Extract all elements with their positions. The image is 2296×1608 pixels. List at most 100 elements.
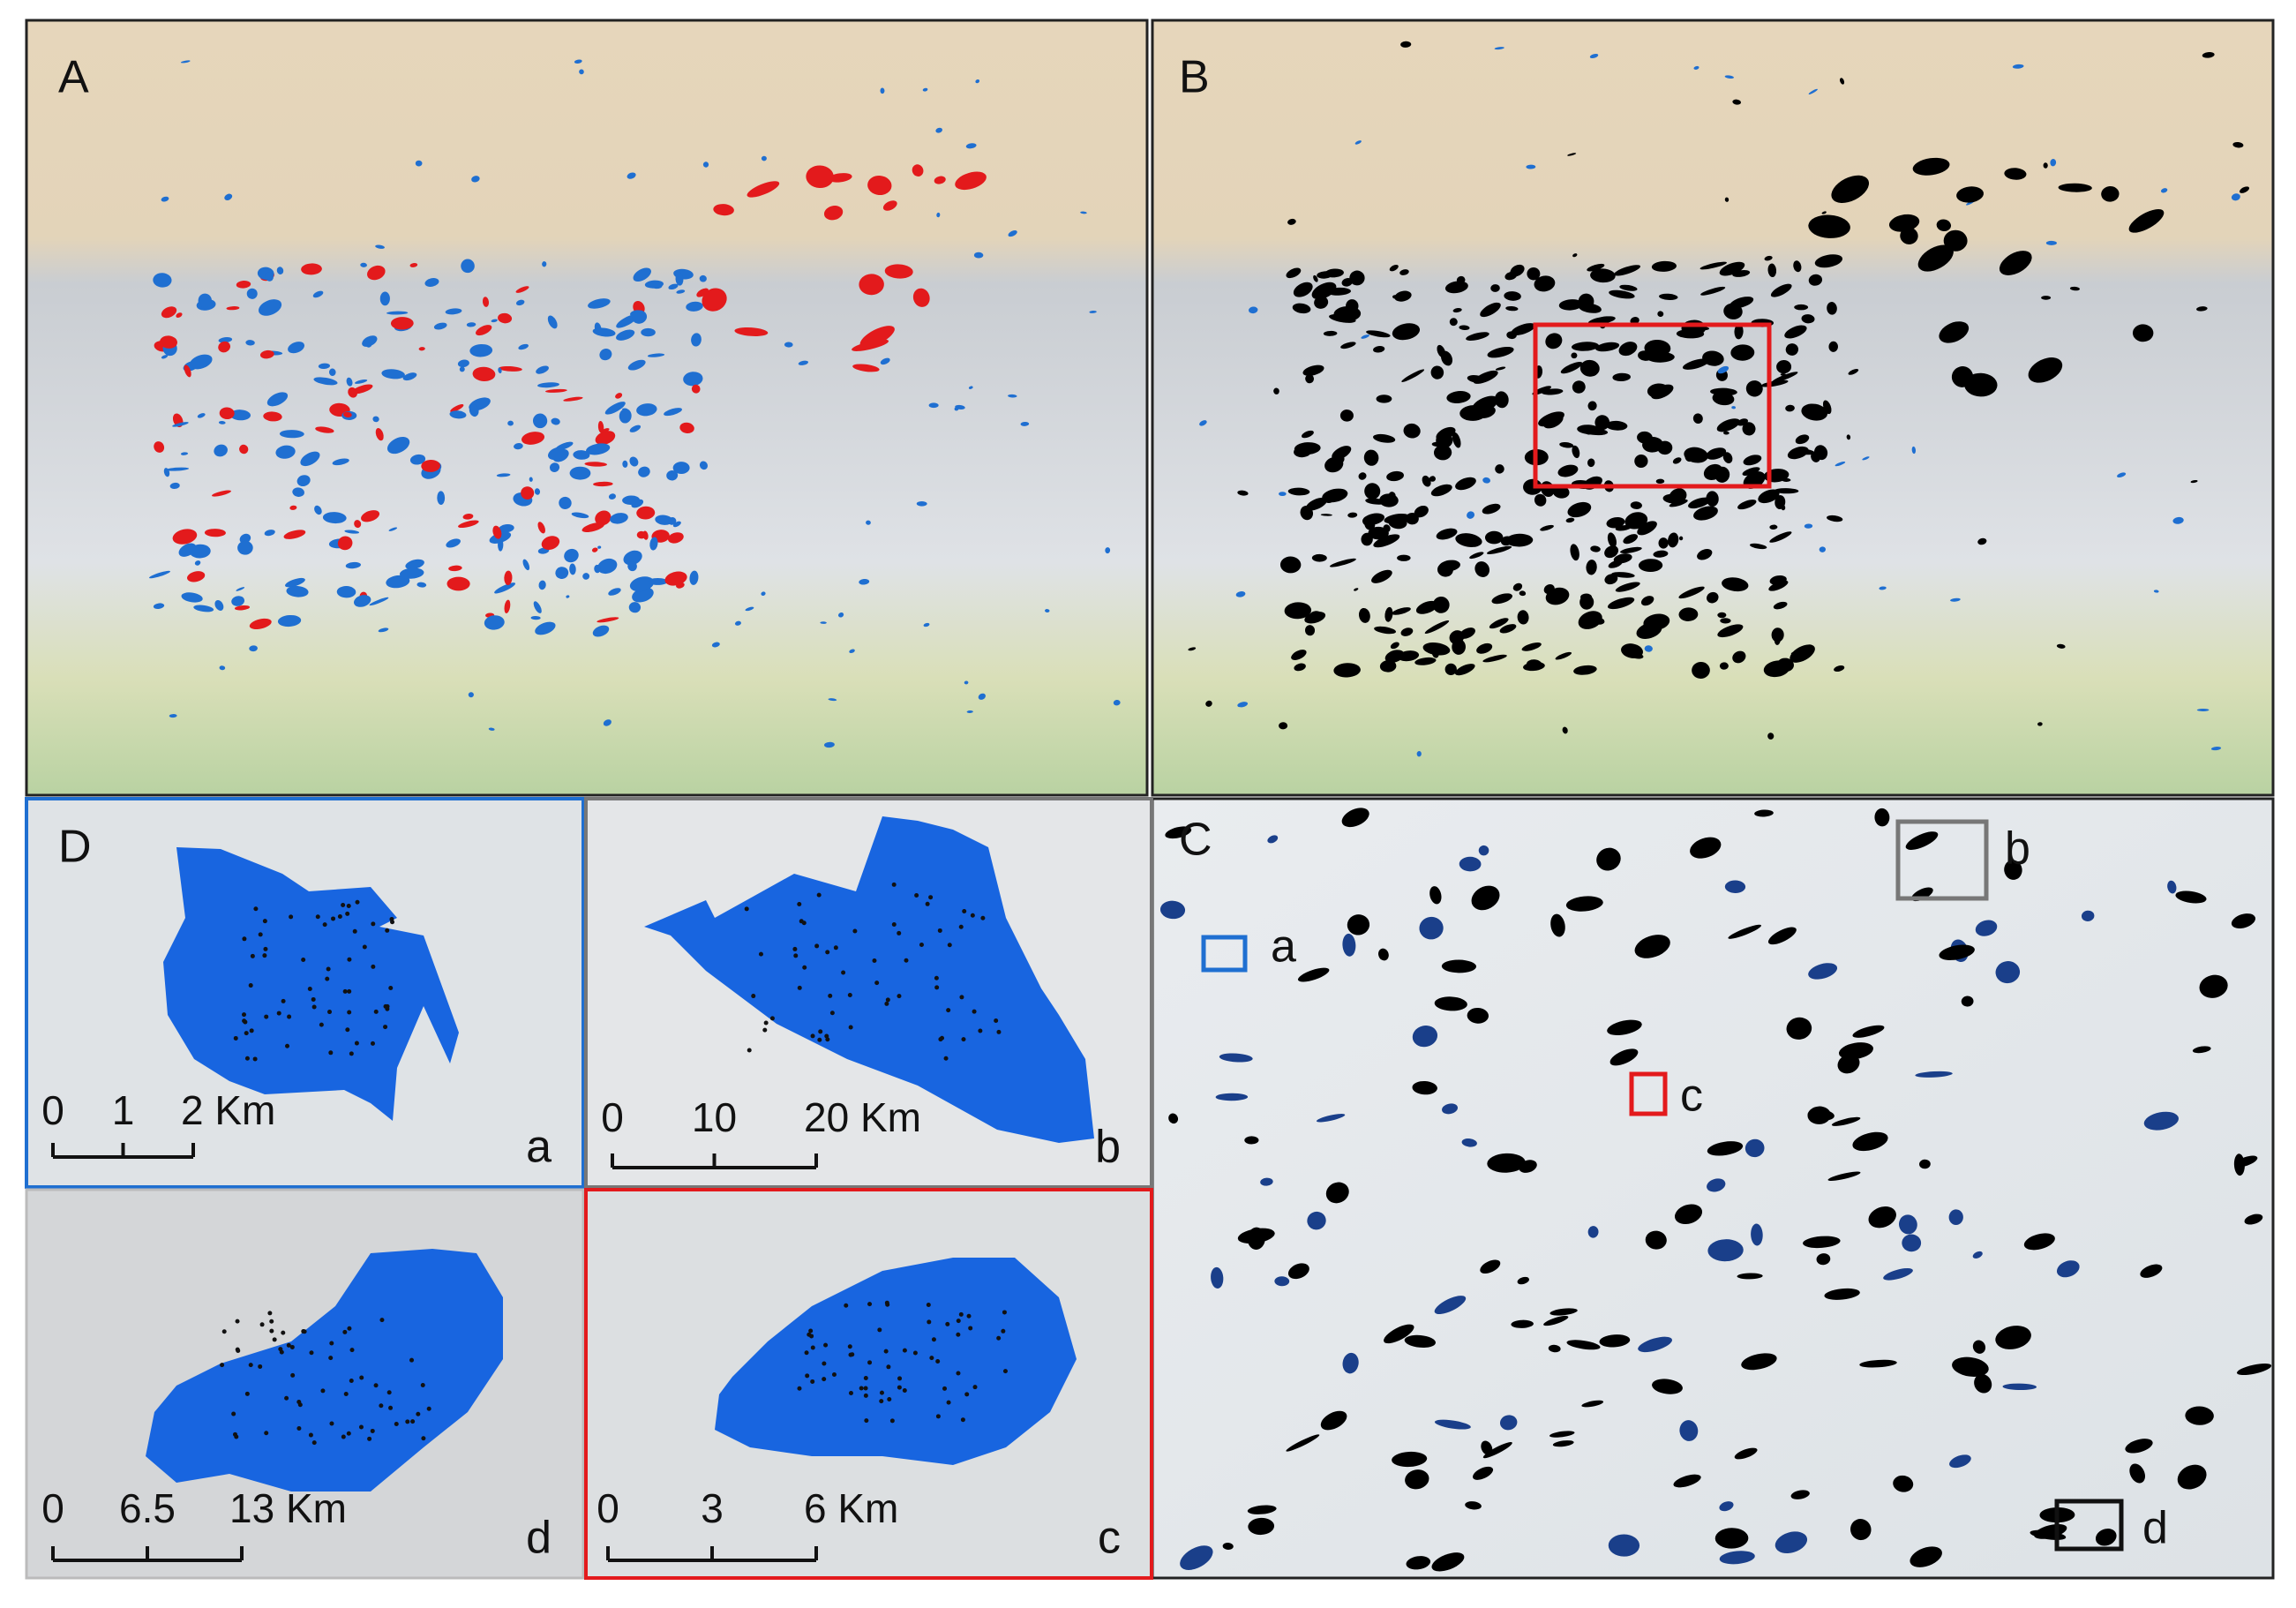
sample-dot [347, 957, 352, 962]
lake [1720, 618, 1731, 624]
lake [2056, 1260, 2080, 1278]
lake [555, 567, 569, 579]
lake [1436, 528, 1458, 540]
lake [1466, 332, 1489, 341]
lake [1785, 404, 1795, 412]
lake [399, 567, 424, 579]
lake [172, 422, 189, 427]
lake [629, 425, 642, 432]
lake [1389, 264, 1399, 272]
lake [437, 491, 446, 506]
lake [1852, 1025, 1885, 1038]
lake [1769, 531, 1792, 543]
sample-dot [885, 1302, 890, 1307]
lake [263, 411, 282, 422]
lake [1646, 351, 1675, 363]
lake [711, 642, 720, 648]
lake [221, 447, 227, 451]
panel-label: A [58, 52, 89, 103]
scale-label: 0 [41, 1485, 64, 1531]
lake [218, 341, 230, 353]
lake [1434, 1296, 1467, 1315]
sample-dot [331, 916, 336, 921]
lake [448, 565, 462, 572]
lake [1431, 441, 1446, 447]
lake [1999, 251, 2032, 275]
lake [2012, 64, 2024, 69]
lake [1634, 935, 1670, 958]
lake [1494, 47, 1504, 50]
lake [405, 559, 424, 570]
lake [1828, 341, 1838, 352]
lake [1794, 448, 1815, 455]
lake [346, 377, 353, 387]
lake [322, 512, 347, 524]
lake [2101, 185, 2120, 202]
lake [1690, 837, 1722, 859]
lake [1549, 1431, 1575, 1438]
lake [1905, 831, 1939, 850]
lake [1440, 350, 1453, 366]
lake [1222, 1543, 1234, 1551]
lake [610, 513, 628, 524]
lake [504, 599, 511, 613]
lake [1662, 493, 1684, 504]
lake [198, 293, 212, 308]
lake [160, 335, 177, 349]
lake [1745, 380, 1763, 397]
sample-dot [956, 1319, 961, 1324]
lake [1517, 610, 1529, 625]
lake [1821, 211, 1827, 214]
sample-dot [823, 1342, 829, 1348]
lake [1936, 219, 1952, 231]
lake [734, 327, 769, 336]
sample-dot [886, 1364, 891, 1370]
lake [1364, 483, 1381, 500]
sample-dot [327, 1010, 333, 1015]
sample-dot [253, 906, 259, 912]
lake [1651, 260, 1677, 272]
lake [1834, 665, 1845, 673]
sample-dot [938, 1037, 943, 1042]
sample-dot [848, 1390, 853, 1395]
sample-dot [242, 1012, 247, 1018]
sample-dot [258, 1364, 263, 1369]
lake [1620, 546, 1642, 553]
lake [1248, 1517, 1275, 1536]
lake [375, 428, 384, 441]
lake [1354, 588, 1359, 591]
sample-dot [879, 1390, 884, 1395]
lake [713, 204, 734, 216]
lake [2177, 1464, 2207, 1490]
lake [623, 550, 642, 566]
lake [1827, 302, 1837, 315]
lake [702, 288, 727, 312]
lake [184, 364, 191, 378]
lake [1975, 920, 1998, 936]
sample-dot [996, 1029, 1002, 1034]
scale-label: 20 Km [804, 1094, 921, 1140]
lake [2056, 643, 2066, 649]
sample-dot [1002, 1310, 1007, 1315]
lake [1267, 835, 1279, 844]
lake [433, 322, 447, 330]
lake [566, 595, 570, 598]
lake [1732, 99, 1742, 105]
lake [591, 547, 598, 552]
lake [1734, 1447, 1758, 1460]
lake [344, 530, 360, 534]
sample-dot [874, 981, 880, 986]
sample-dot [259, 1322, 265, 1327]
lake [1707, 1178, 1726, 1192]
lake [189, 544, 211, 559]
lake [194, 560, 201, 566]
lake [445, 308, 462, 315]
sample-dot [828, 993, 833, 998]
lake [187, 571, 206, 582]
lake [798, 360, 809, 365]
lake [595, 510, 612, 526]
lake [597, 545, 602, 549]
lake [922, 87, 928, 92]
lake [1673, 1474, 1701, 1488]
lake [1324, 268, 1344, 278]
